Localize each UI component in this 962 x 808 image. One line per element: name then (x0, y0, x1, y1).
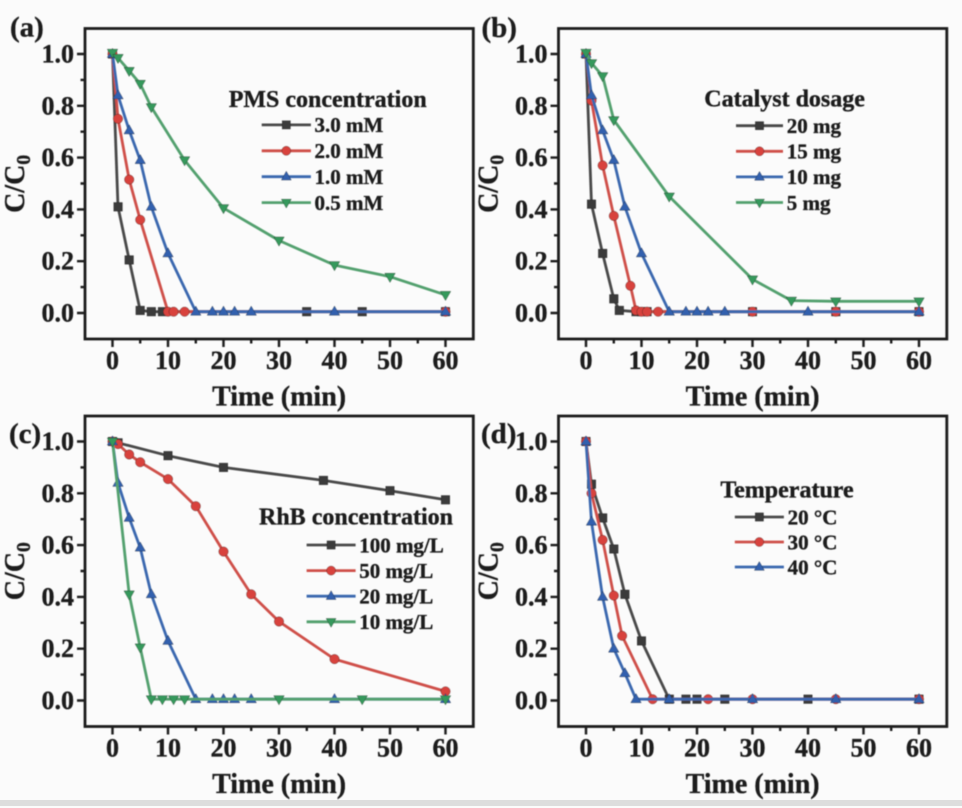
svg-text:0.4: 0.4 (42, 195, 75, 224)
svg-text:0.4: 0.4 (515, 582, 548, 611)
svg-text:50: 50 (851, 346, 877, 375)
svg-text:PMS concentration: PMS concentration (229, 87, 427, 113)
svg-text:10: 10 (629, 346, 655, 375)
svg-text:1.0: 1.0 (515, 427, 548, 456)
svg-text:0.5 mM: 0.5 mM (315, 191, 384, 215)
svg-text:30: 30 (740, 734, 766, 763)
svg-text:RhB concentration: RhB concentration (259, 505, 453, 531)
svg-text:Time (min): Time (min) (212, 769, 346, 800)
svg-text:0.2: 0.2 (515, 634, 548, 663)
svg-text:0.2: 0.2 (42, 634, 75, 663)
svg-text:10 mg: 10 mg (787, 165, 842, 189)
svg-text:1.0 mM: 1.0 mM (315, 165, 384, 189)
svg-text:0.6: 0.6 (515, 143, 548, 172)
svg-text:0.4: 0.4 (515, 195, 548, 224)
svg-text:0.6: 0.6 (515, 531, 548, 560)
svg-text:0.6: 0.6 (42, 143, 75, 172)
svg-text:C/C0: C/C0 (0, 542, 35, 600)
svg-text:Catalyst dosage: Catalyst dosage (704, 87, 865, 113)
svg-text:60: 60 (906, 734, 932, 763)
svg-text:0.8: 0.8 (515, 91, 548, 120)
svg-text:50: 50 (377, 734, 403, 763)
svg-text:(b): (b) (482, 12, 517, 44)
svg-text:Time (min): Time (min) (686, 382, 820, 413)
svg-text:20 mg/L: 20 mg/L (359, 585, 433, 609)
svg-text:40: 40 (795, 346, 821, 375)
svg-text:100 mg/L: 100 mg/L (359, 533, 444, 557)
svg-text:40: 40 (322, 346, 348, 375)
svg-text:50: 50 (851, 734, 877, 763)
svg-text:20 °C: 20 °C (788, 505, 838, 529)
svg-text:Time (min): Time (min) (212, 382, 346, 413)
svg-text:20: 20 (684, 734, 710, 763)
svg-text:60: 60 (433, 734, 459, 763)
svg-text:20: 20 (211, 346, 237, 375)
svg-text:0.0: 0.0 (42, 299, 75, 328)
svg-text:0.0: 0.0 (515, 299, 548, 328)
svg-text:20: 20 (684, 346, 710, 375)
svg-text:0.8: 0.8 (515, 479, 548, 508)
svg-text:30: 30 (266, 346, 292, 375)
svg-text:(d): (d) (481, 418, 516, 450)
svg-text:0.2: 0.2 (42, 247, 75, 276)
svg-text:40: 40 (795, 734, 821, 763)
svg-text:0: 0 (106, 734, 119, 763)
svg-text:0.8: 0.8 (42, 91, 75, 120)
svg-text:10: 10 (629, 734, 655, 763)
svg-text:0: 0 (580, 734, 593, 763)
svg-text:Time (min): Time (min) (686, 769, 820, 800)
svg-text:3.0 mM: 3.0 mM (315, 113, 384, 137)
svg-text:Temperature: Temperature (720, 478, 854, 504)
svg-text:10: 10 (155, 346, 181, 375)
svg-text:0.4: 0.4 (42, 582, 75, 611)
svg-text:5 mg: 5 mg (787, 191, 831, 215)
svg-text:15 mg: 15 mg (787, 140, 842, 164)
svg-text:30: 30 (266, 734, 292, 763)
svg-text:0.2: 0.2 (515, 247, 548, 276)
svg-text:(c): (c) (9, 418, 41, 450)
svg-text:0: 0 (106, 346, 119, 375)
svg-text:0: 0 (580, 346, 593, 375)
svg-text:50: 50 (377, 346, 403, 375)
svg-text:0.6: 0.6 (42, 531, 75, 560)
svg-text:40: 40 (322, 734, 348, 763)
svg-text:40 °C: 40 °C (788, 555, 838, 579)
svg-text:1.0: 1.0 (42, 427, 75, 456)
svg-text:20: 20 (211, 734, 237, 763)
svg-text:50 mg/L: 50 mg/L (359, 559, 433, 583)
svg-text:(a): (a) (10, 12, 44, 44)
svg-text:1.0: 1.0 (515, 40, 548, 69)
svg-text:1.0: 1.0 (42, 40, 75, 69)
svg-text:20 mg: 20 mg (787, 114, 842, 138)
svg-text:0.0: 0.0 (515, 686, 548, 715)
svg-text:0.8: 0.8 (42, 479, 75, 508)
svg-text:2.0 mM: 2.0 mM (315, 139, 384, 163)
svg-text:0.0: 0.0 (42, 686, 75, 715)
svg-text:30 °C: 30 °C (788, 530, 838, 554)
svg-text:10 mg/L: 10 mg/L (359, 610, 433, 634)
svg-text:30: 30 (740, 346, 766, 375)
svg-text:10: 10 (155, 734, 181, 763)
svg-text:60: 60 (433, 346, 459, 375)
svg-text:60: 60 (906, 346, 932, 375)
